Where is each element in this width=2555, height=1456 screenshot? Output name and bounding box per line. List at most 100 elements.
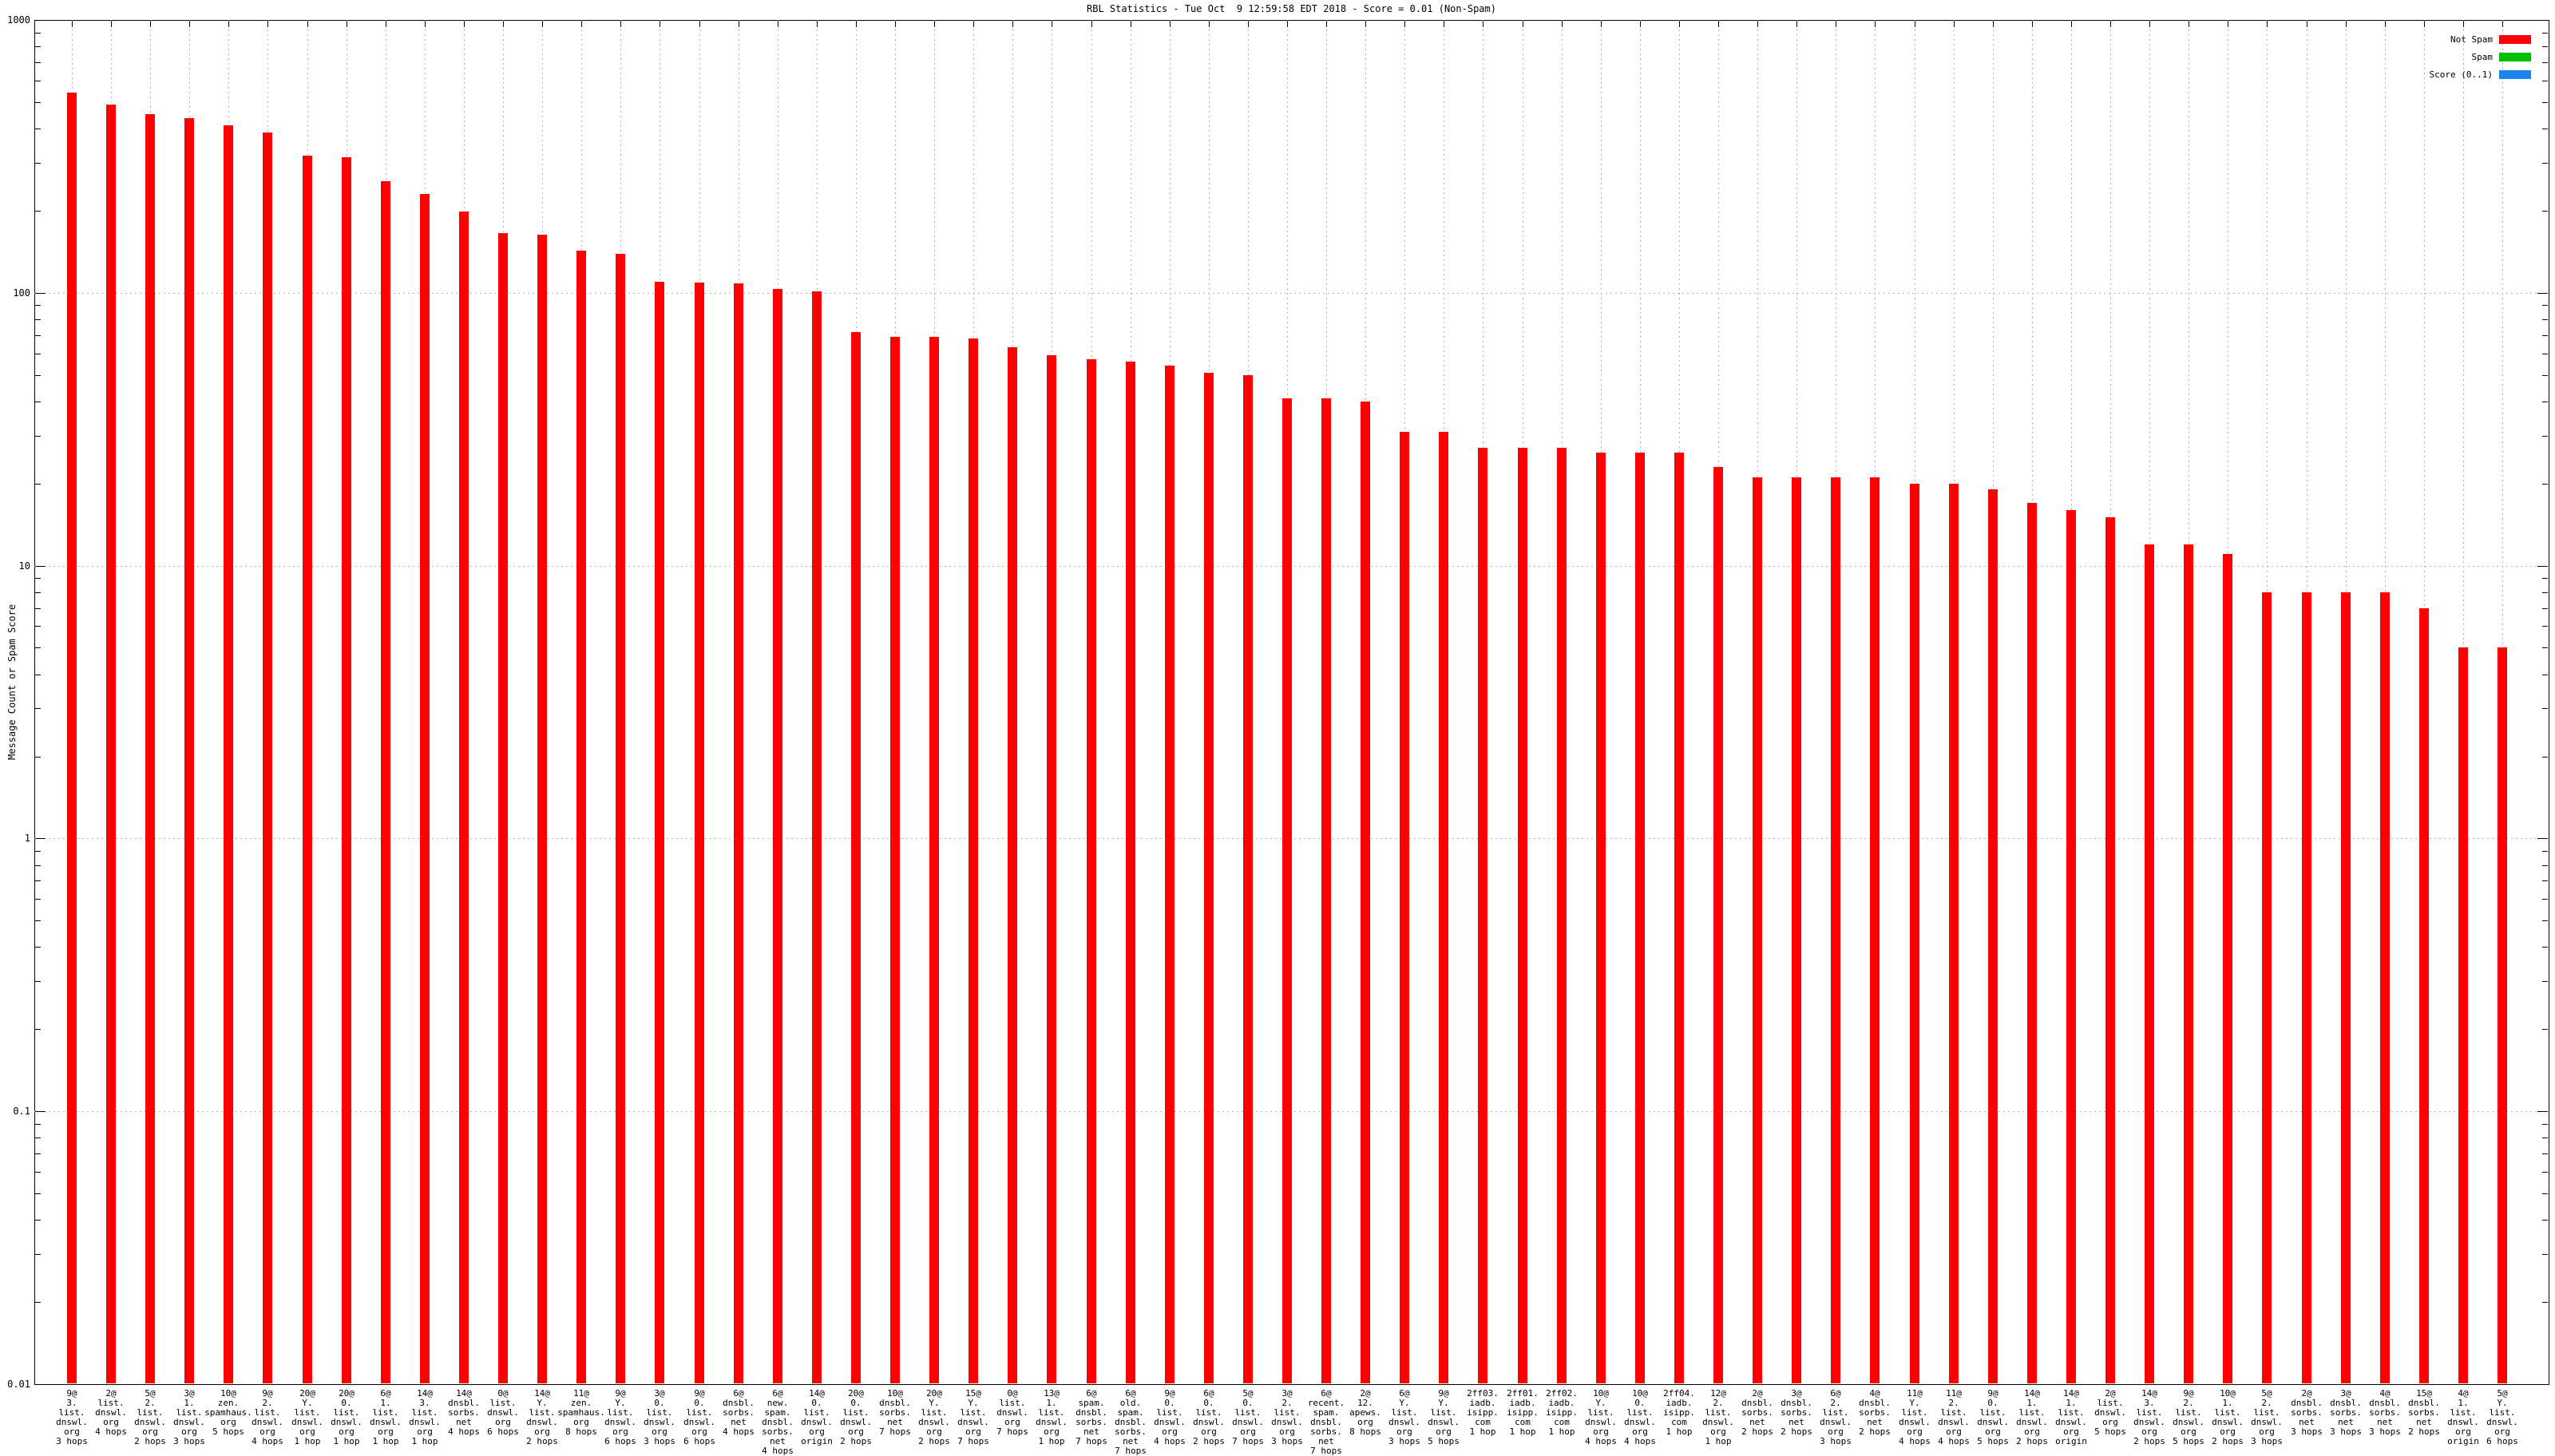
bar bbox=[2419, 608, 2429, 1383]
y-minor-tick bbox=[2542, 1153, 2548, 1154]
bar bbox=[1870, 477, 1880, 1383]
bar bbox=[1361, 402, 1370, 1383]
x-tick-label: 15@ dnsbl. sorbs. net 2 hops bbox=[2408, 1388, 2440, 1437]
spam-color-swatch bbox=[2499, 53, 2531, 61]
y-minor-tick bbox=[35, 592, 41, 593]
x-tick-top bbox=[2032, 21, 2033, 27]
x-tick-label: 2@ list. dnswl. org 4 hops bbox=[95, 1388, 127, 1437]
bar bbox=[576, 251, 586, 1383]
bar bbox=[616, 254, 625, 1383]
y-minor-tick bbox=[35, 305, 41, 306]
y-axis-label: Message Count or Spam Score bbox=[6, 603, 18, 760]
x-tick-label: 2ff03. iadb. isipp. com 1 hop bbox=[1467, 1388, 1499, 1437]
x-tick-top bbox=[307, 21, 308, 27]
y-minor-tick bbox=[35, 757, 41, 758]
bar bbox=[773, 289, 782, 1383]
y-minor-tick bbox=[35, 1172, 41, 1173]
x-tick-label: 9@ 0. list. dnswl. org 5 hops bbox=[1977, 1388, 2009, 1446]
x-tick-top bbox=[2149, 21, 2150, 27]
bar bbox=[1165, 366, 1175, 1383]
y-minor-tick bbox=[35, 608, 41, 609]
y-tick-label-100: 100 bbox=[13, 287, 30, 299]
bar bbox=[1321, 398, 1331, 1383]
chart-title: RBL Statistics - Tue Oct 9 12:59:58 EDT … bbox=[1087, 3, 1496, 14]
y-minor-tick bbox=[2542, 981, 2548, 982]
x-tick-top bbox=[1718, 21, 1719, 27]
x-tick-top bbox=[2385, 21, 2386, 27]
x-tick-top bbox=[1875, 21, 1876, 27]
y-minor-tick bbox=[2542, 708, 2548, 709]
bar bbox=[2184, 544, 2193, 1383]
x-tick-label: 6@ dnsbl. sorbs. net 4 hops bbox=[723, 1388, 755, 1437]
bar bbox=[1753, 477, 1762, 1383]
x-tick-top bbox=[2071, 21, 2072, 27]
bar bbox=[67, 93, 77, 1383]
x-tick-label: 5@ Y. list. dnswl. org 6 hops bbox=[2486, 1388, 2518, 1446]
x-tick-top bbox=[2424, 21, 2425, 27]
y-minor-tick bbox=[35, 578, 41, 579]
bar bbox=[1831, 477, 1840, 1383]
x-tick-label: 10@ dnsbl. sorbs. net 7 hops bbox=[879, 1388, 911, 1437]
x-tick-top bbox=[1601, 21, 1602, 27]
bar bbox=[342, 157, 351, 1383]
x-tick-top bbox=[934, 21, 935, 27]
bar bbox=[145, 114, 155, 1383]
bar bbox=[1204, 373, 1214, 1383]
y-minor-tick bbox=[2542, 211, 2548, 212]
x-tick-top bbox=[1640, 21, 1641, 27]
y-minor-tick bbox=[2542, 163, 2548, 164]
x-tick-label: 0@ list. dnswl. org 6 hops bbox=[487, 1388, 519, 1437]
bar bbox=[2458, 647, 2468, 1383]
y-minor-tick bbox=[2542, 1302, 2548, 1303]
y-major-tick bbox=[2537, 1384, 2548, 1385]
x-tick-top bbox=[581, 21, 582, 27]
y-minor-tick bbox=[2542, 880, 2548, 881]
y-minor-tick bbox=[2542, 1029, 2548, 1030]
y-minor-tick bbox=[2542, 305, 2548, 306]
y-minor-tick bbox=[2542, 1124, 2548, 1125]
legend-label-not-spam: Not Spam bbox=[2450, 34, 2493, 45]
y-major-tick bbox=[2537, 1111, 2548, 1112]
x-tick-top bbox=[1248, 21, 1249, 27]
y-tick-label-1: 1 bbox=[24, 833, 30, 844]
bar bbox=[263, 133, 272, 1383]
y-major-tick bbox=[2537, 20, 2548, 21]
gridline-horizontal bbox=[34, 293, 2549, 294]
bar bbox=[1557, 448, 1567, 1383]
y-minor-tick bbox=[2542, 1193, 2548, 1194]
x-tick-top bbox=[2346, 21, 2347, 27]
bar bbox=[420, 194, 430, 1383]
y-major-tick bbox=[2537, 566, 2548, 567]
y-minor-tick bbox=[2542, 592, 2548, 593]
y-major-tick bbox=[35, 1384, 46, 1385]
y-minor-tick bbox=[35, 211, 41, 212]
legend-label-score: Score (0..1) bbox=[2429, 69, 2493, 80]
x-tick-top bbox=[2110, 21, 2111, 27]
y-minor-tick bbox=[35, 1153, 41, 1154]
x-tick-top bbox=[1012, 21, 1013, 27]
x-tick-top bbox=[542, 21, 543, 27]
bar bbox=[2498, 647, 2507, 1383]
x-tick-label: 3@ dnsbl. sorbs. net 3 hops bbox=[2330, 1388, 2362, 1437]
x-tick-top bbox=[2502, 21, 2503, 27]
bar bbox=[2223, 554, 2232, 1383]
x-tick-label: 2ff01. iadb. isipp. com 1 hop bbox=[1507, 1388, 1539, 1437]
bar bbox=[1988, 489, 1998, 1383]
bar bbox=[2341, 592, 2351, 1383]
y-minor-tick bbox=[35, 1254, 41, 1255]
x-tick-top bbox=[464, 21, 465, 27]
y-minor-tick bbox=[2542, 851, 2548, 852]
bar bbox=[1518, 448, 1527, 1383]
y-minor-tick bbox=[35, 626, 41, 627]
x-tick-top bbox=[1365, 21, 1366, 27]
x-tick-top bbox=[699, 21, 700, 27]
y-minor-tick bbox=[2542, 484, 2548, 485]
y-minor-tick bbox=[2542, 899, 2548, 900]
y-tick-label-0.01: 0.01 bbox=[7, 1379, 30, 1390]
score-color-swatch bbox=[2499, 70, 2531, 79]
plot-frame bbox=[34, 20, 2549, 1385]
y-minor-tick bbox=[2542, 647, 2548, 648]
x-tick-top bbox=[1287, 21, 1288, 27]
bar bbox=[929, 337, 939, 1383]
y-minor-tick bbox=[35, 1193, 41, 1194]
